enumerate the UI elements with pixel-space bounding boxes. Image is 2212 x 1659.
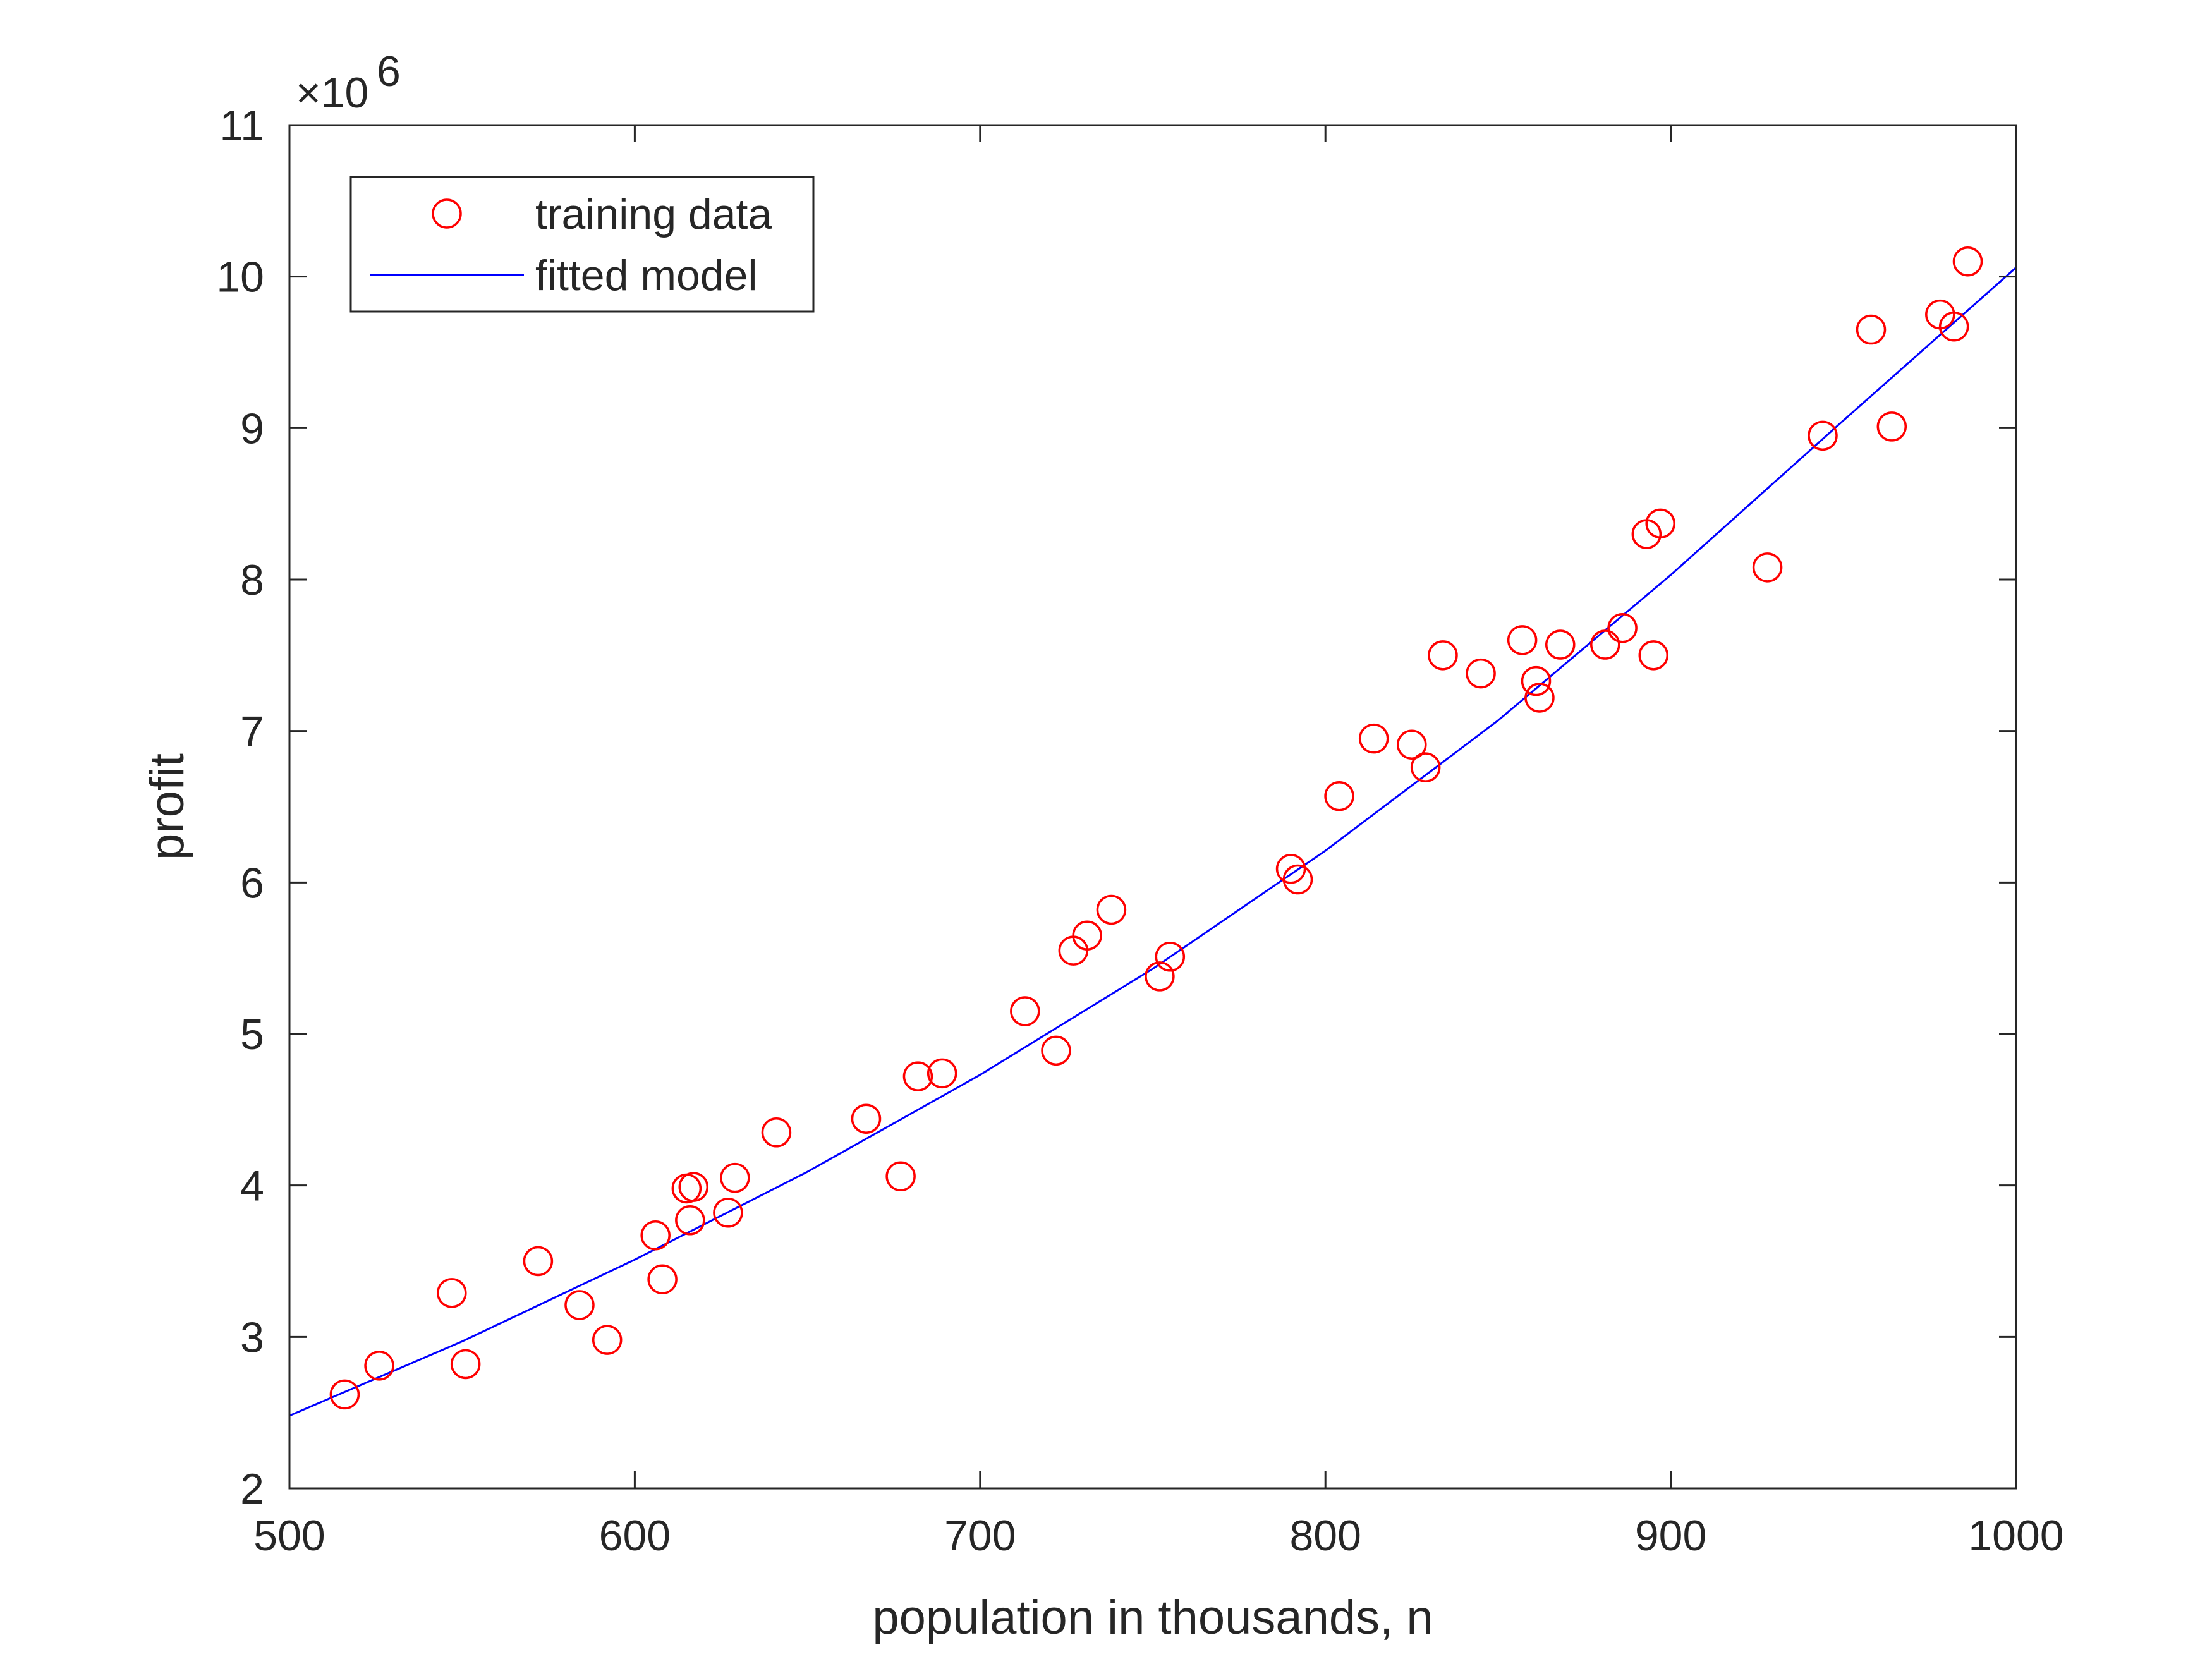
- training-data-point: [885, 1161, 916, 1192]
- training-data-point: [450, 1349, 481, 1380]
- training-data-point: [647, 1264, 678, 1295]
- training-data-point: [364, 1351, 394, 1381]
- training-data-point: [761, 1117, 792, 1148]
- training-data-point: [1521, 665, 1552, 696]
- y-tick-label: 10: [216, 253, 264, 301]
- y-tick-label: 4: [240, 1162, 264, 1210]
- training-data-point: [927, 1058, 957, 1089]
- legend-label: training data: [535, 190, 772, 238]
- y-tick-label: 6: [240, 859, 264, 907]
- training-data-point: [1324, 781, 1354, 811]
- training-data-point: [437, 1278, 467, 1308]
- x-tick-label: 500: [253, 1512, 325, 1560]
- training-data-point: [720, 1162, 750, 1193]
- training-data-point: [851, 1103, 882, 1134]
- y-tick-label: 9: [240, 404, 264, 453]
- training-data-point: [592, 1325, 623, 1355]
- training-data-point: [1590, 629, 1620, 660]
- training-data-point: [1275, 854, 1306, 884]
- fitted-model-line: [289, 267, 2016, 1417]
- x-tick-label: 800: [1289, 1512, 1361, 1560]
- y-tick-label: 11: [219, 102, 264, 150]
- training-data-point: [1096, 894, 1127, 925]
- training-data-point: [678, 1172, 709, 1202]
- training-data-point: [564, 1290, 595, 1320]
- training-data-point: [1072, 920, 1102, 951]
- x-tick-label: 600: [599, 1512, 671, 1560]
- training-data-point: [1145, 961, 1175, 992]
- legend: training data fitted model: [349, 176, 815, 313]
- training-data-point: [902, 1061, 933, 1091]
- training-data-point: [1938, 312, 1969, 342]
- training-data-point: [1638, 640, 1669, 671]
- training-data-point: [1041, 1035, 1071, 1066]
- training-data-point: [1397, 729, 1427, 760]
- training-data-point: [1466, 658, 1496, 689]
- training-data-point: [1808, 420, 1838, 451]
- axes-box: [288, 124, 2017, 1490]
- training-data-point: [1410, 752, 1441, 782]
- training-data-point: [1856, 314, 1887, 345]
- x-axis-label: population in thousands, n: [872, 1591, 1433, 1644]
- training-data-point: [1282, 864, 1313, 895]
- training-data-point: [1752, 552, 1783, 583]
- y-axis-label: profit: [140, 753, 194, 860]
- training-data-point: [1645, 508, 1675, 539]
- training-data-point: [523, 1246, 554, 1277]
- training-data-point: [1876, 411, 1907, 442]
- training-data-point: [1952, 246, 1983, 277]
- y-tick-label: 5: [240, 1011, 264, 1059]
- training-data-point: [1010, 996, 1040, 1026]
- training-data-point: [1524, 683, 1555, 713]
- y-tick-label: 2: [240, 1465, 264, 1513]
- training-data-point: [1155, 942, 1186, 972]
- legend-label: fitted model: [535, 252, 758, 300]
- training-data-point: [713, 1198, 743, 1228]
- y-tick-label: 8: [240, 556, 264, 604]
- legend-marker-training-data: [432, 198, 462, 229]
- training-data-point: [675, 1205, 705, 1236]
- y-exponent-power: 6: [377, 47, 401, 95]
- training-data-point: [640, 1220, 671, 1251]
- y-exponent-label: ×10: [296, 69, 368, 117]
- training-data-point: [1507, 625, 1538, 655]
- training-data-point: [1545, 629, 1576, 660]
- plot-background: [289, 125, 2016, 1488]
- y-tick-label: 3: [240, 1313, 264, 1361]
- training-data-point: [1358, 723, 1389, 754]
- x-tick-label: 1000: [1968, 1512, 2063, 1560]
- x-tick-label: 700: [944, 1512, 1016, 1560]
- training-data-point: [329, 1379, 360, 1410]
- y-tick-label: 7: [240, 708, 264, 756]
- training-data-point: [1607, 612, 1638, 643]
- legend-box: [349, 176, 815, 313]
- training-data-point: [1428, 640, 1458, 671]
- x-tick-label: 900: [1635, 1512, 1706, 1560]
- plot-area: [289, 125, 2016, 1488]
